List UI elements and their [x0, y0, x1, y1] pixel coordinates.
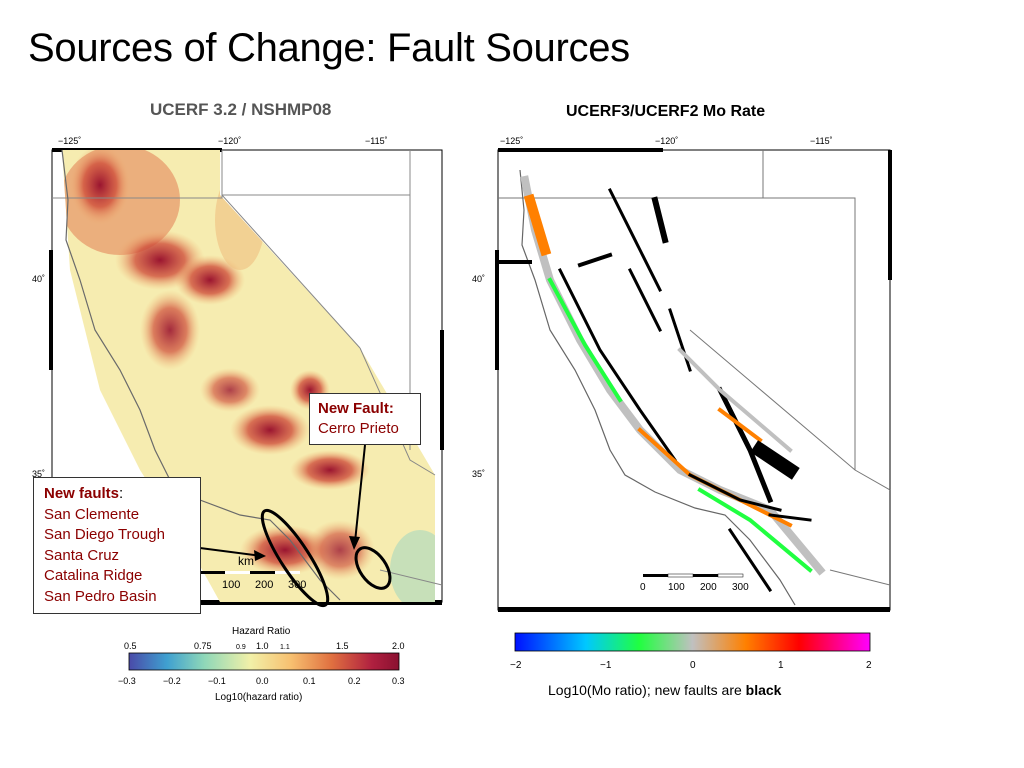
hazard-bottom-tick: −0.1 [208, 676, 226, 686]
new-faults-callout: New faults: San Clemente San Diego Troug… [33, 477, 201, 614]
mo-rate-tick: 1 [778, 660, 784, 671]
right-lat-tick: 35˚ [472, 469, 485, 479]
hazard-bottom-tick: −0.2 [163, 676, 181, 686]
right-lon-tick: −120˚ [655, 136, 678, 146]
mo-rate-colorbar: −2 −1 0 1 2 [508, 630, 883, 675]
mo-rate-caption: Log10(Mo ratio); new faults are black [548, 682, 781, 698]
left-lon-tick: −115˚ [365, 136, 388, 146]
slide-title: Sources of Change: Fault Sources [28, 26, 630, 71]
left-map-title: UCERF 3.2 / NSHMP08 [150, 100, 331, 120]
hazard-top-ticks: 0.5 0.75 0.9 1.0 1.1 1.5 2.0 [124, 641, 405, 651]
left-lon-tick: −125˚ [58, 136, 81, 146]
hazard-bottom-tick: 0.1 [303, 676, 316, 686]
right-scale-tick: 100 [668, 582, 685, 593]
new-fault-name: Cerro Prieto [318, 419, 412, 439]
mo-rate-ticks: −2 −1 0 1 2 [510, 660, 872, 671]
right-lon-tick: −125˚ [500, 136, 523, 146]
right-scale-tick: 200 [700, 582, 717, 593]
hazard-bottom-tick: 0.3 [392, 676, 405, 686]
right-mo-rate-map: −125˚ −120˚ −115˚ 40˚ 35˚ 0 100 200 300 [490, 130, 900, 612]
hazard-bottom-ticks: −0.3 −0.2 −0.1 0.0 0.1 0.2 0.3 [118, 676, 405, 686]
new-faults-suffix: : [119, 485, 123, 502]
left-scale-tick: 200 [255, 579, 273, 591]
new-fault-item: Santa Cruz [44, 546, 190, 567]
mo-rate-tick: 2 [866, 660, 872, 671]
hazard-top-tick: 1.1 [280, 644, 290, 651]
right-scale-tick: 0 [640, 582, 646, 593]
left-lat-ticks: 40˚ 35˚ [32, 274, 45, 479]
hazard-top-tick: 1.5 [336, 641, 349, 651]
hazard-top-tick: 0.9 [236, 644, 246, 651]
new-fault-callout: New Fault: Cerro Prieto [309, 393, 421, 445]
left-scale-tick: 100 [222, 579, 240, 591]
new-fault-item: San Pedro Basin [44, 587, 190, 608]
right-lon-ticks: −125˚ −120˚ −115˚ [500, 136, 833, 146]
right-lat-ticks: 40˚ 35˚ [472, 274, 485, 479]
mo-rate-caption-bold: black [746, 682, 782, 698]
left-lon-ticks: −125˚ −120˚ −115˚ [58, 136, 388, 146]
new-fault-item: Catalina Ridge [44, 566, 190, 587]
new-fault-heading: New Fault: [318, 399, 412, 419]
hazard-colorbar: 0.5 0.75 0.9 1.0 1.1 1.5 2.0 −0.3 −0.2 −… [116, 640, 416, 690]
right-lon-tick: −115˚ [810, 136, 833, 146]
hazard-ratio-title: Hazard Ratio [232, 626, 290, 637]
right-scale-tick: 300 [732, 582, 749, 593]
hazard-xlabel: Log10(hazard ratio) [215, 692, 302, 703]
left-scale-unit: km [238, 554, 254, 568]
mo-rate-tick: −2 [510, 660, 522, 671]
hazard-top-tick: 2.0 [392, 641, 405, 651]
hazard-top-tick: 0.5 [124, 641, 137, 651]
mo-rate-tick: −1 [600, 660, 612, 671]
hazard-top-tick: 0.75 [194, 641, 212, 651]
hazard-top-tick: 1.0 [256, 641, 269, 651]
mo-rate-tick: 0 [690, 660, 696, 671]
new-fault-item: San Diego Trough [44, 525, 190, 546]
hazard-bottom-tick: 0.2 [348, 676, 361, 686]
left-lat-tick: 40˚ [32, 274, 45, 284]
right-map-title: UCERF3/UCERF2 Mo Rate [566, 103, 765, 121]
left-lon-tick: −120˚ [218, 136, 241, 146]
right-lat-tick: 40˚ [472, 274, 485, 284]
new-fault-item: San Clemente [44, 505, 190, 526]
hazard-bottom-tick: 0.0 [256, 676, 269, 686]
new-faults-heading: New faults [44, 485, 119, 502]
hazard-bottom-tick: −0.3 [118, 676, 136, 686]
mo-rate-caption-prefix: Log10(Mo ratio); new faults are [548, 682, 746, 698]
